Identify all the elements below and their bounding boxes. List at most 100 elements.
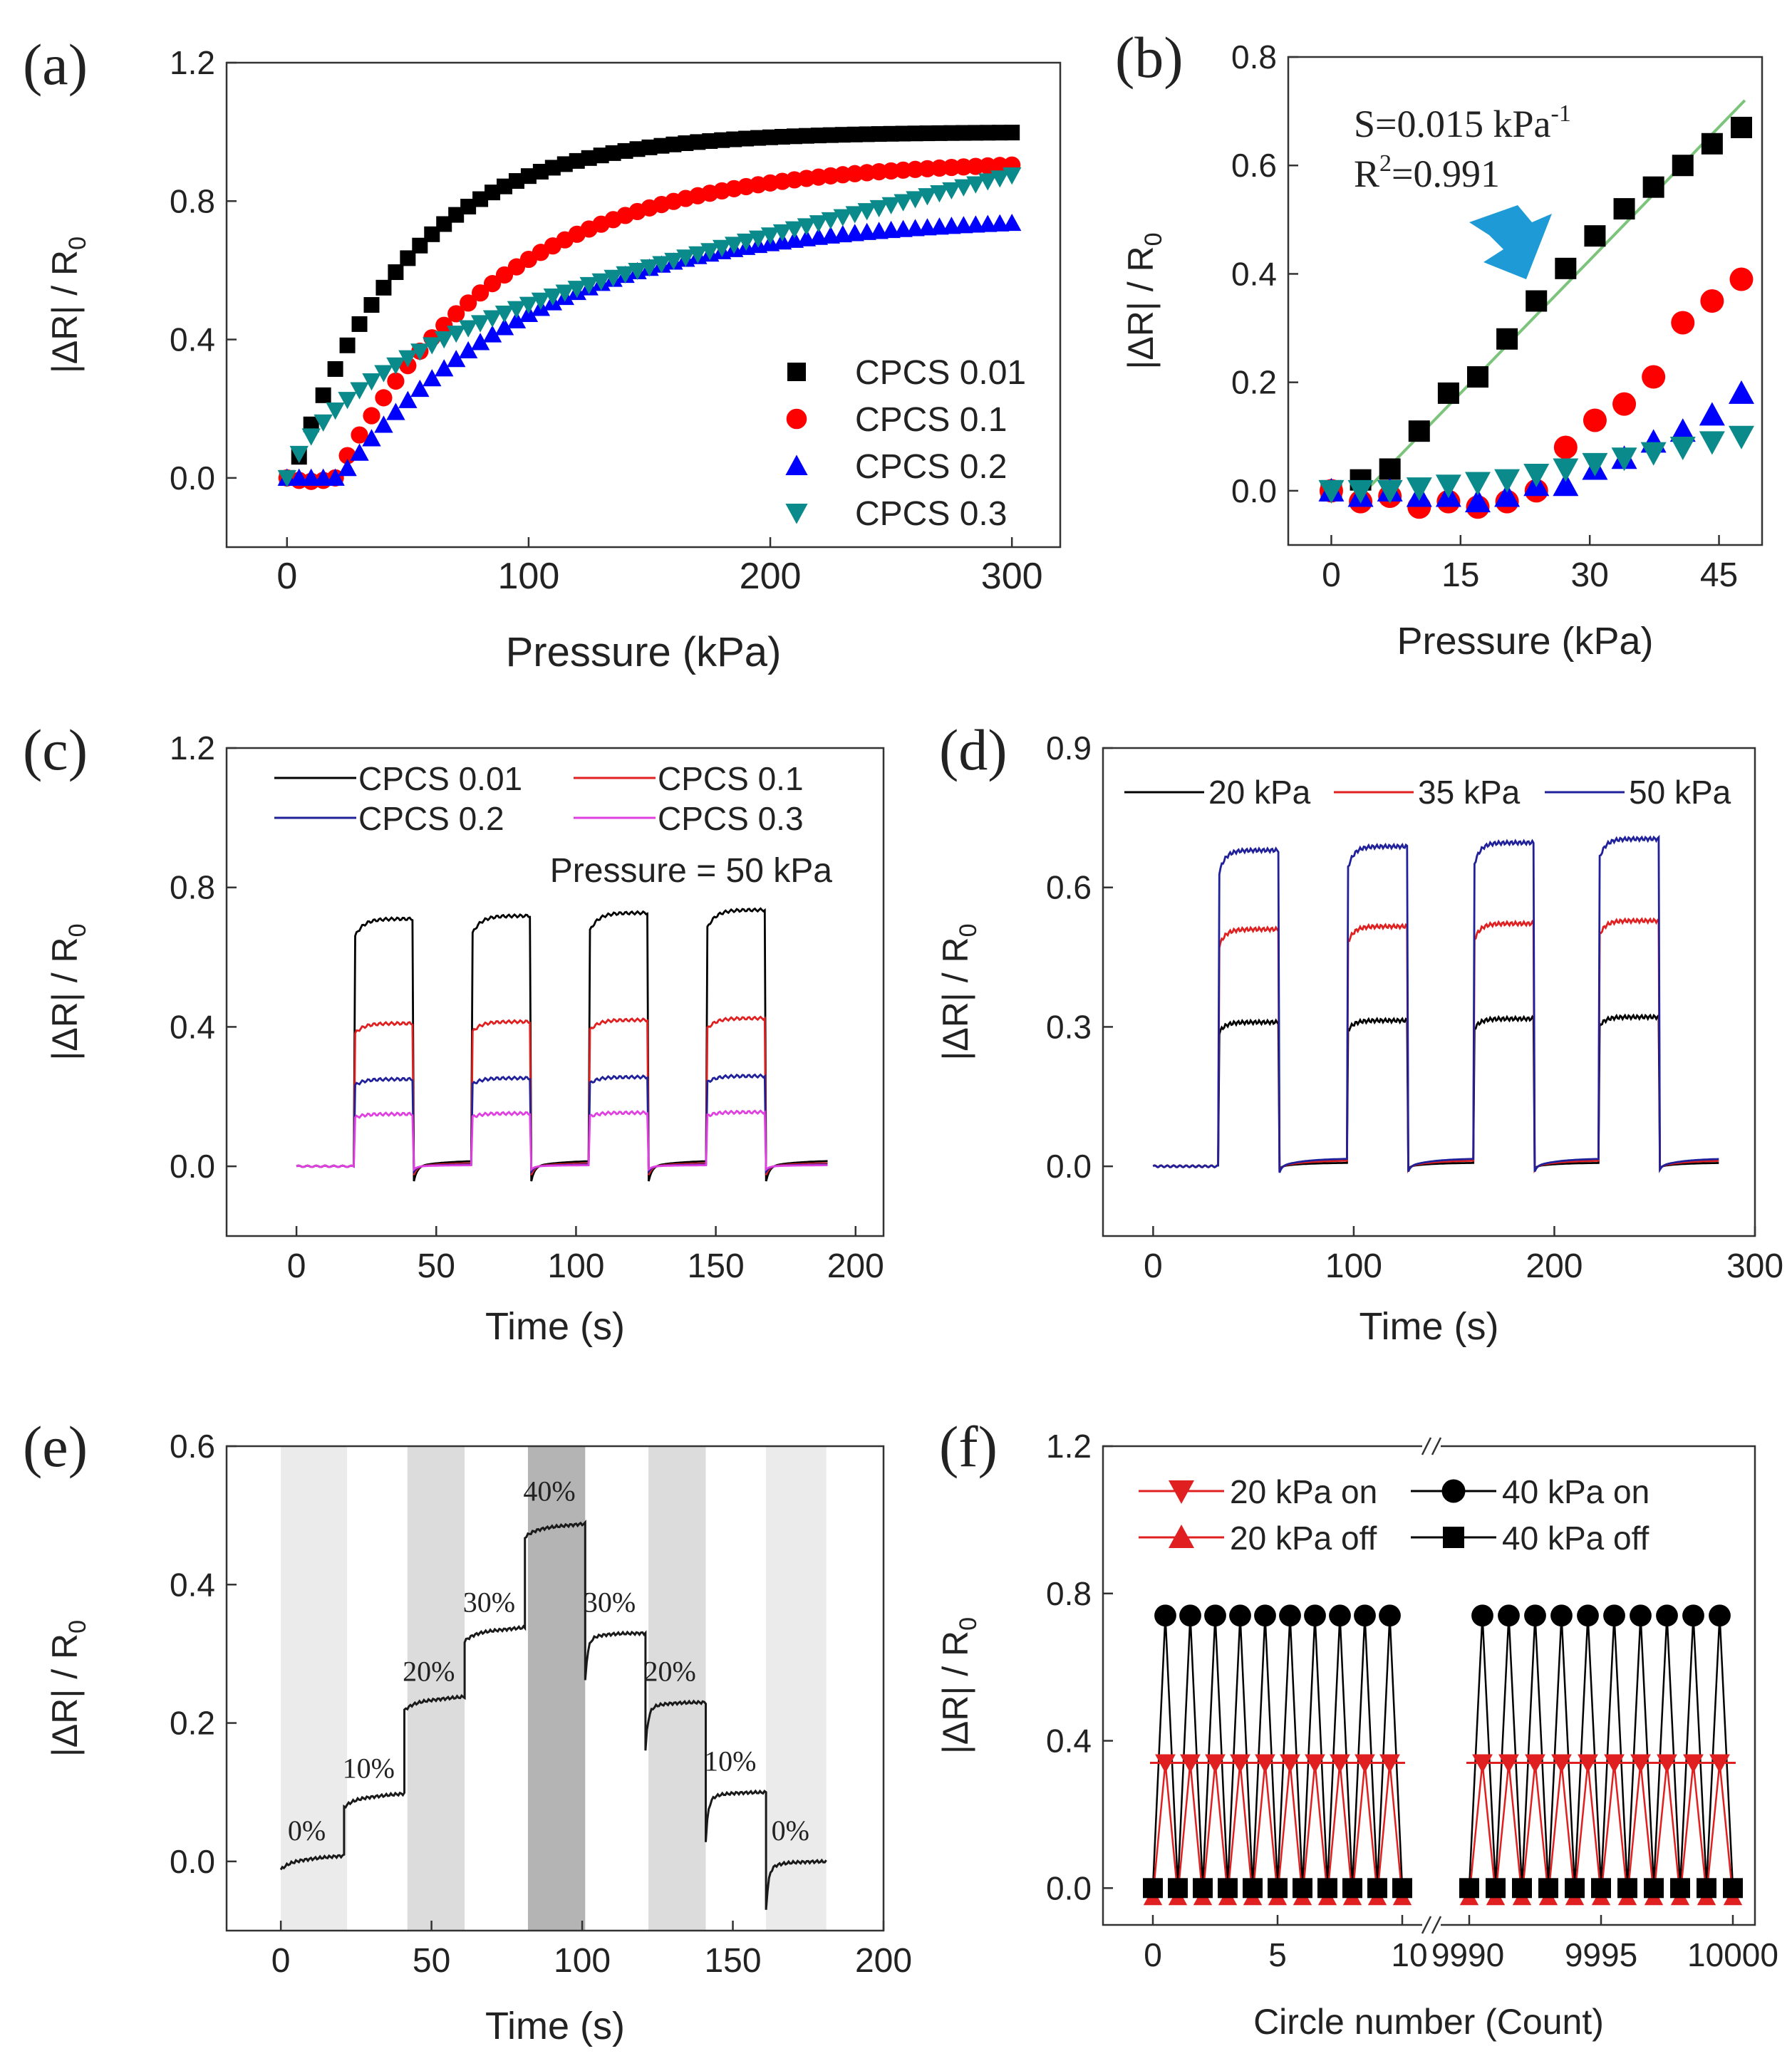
data-point xyxy=(1672,155,1694,177)
y-tick-label: 0.8 xyxy=(170,869,215,906)
data-point xyxy=(339,337,356,353)
data-point xyxy=(579,276,599,295)
data-point xyxy=(713,239,732,257)
data-point xyxy=(1642,365,1666,389)
step-label: 30% xyxy=(584,1586,636,1618)
data-point xyxy=(315,387,331,403)
series-line-20-kpa xyxy=(1152,1012,1719,1172)
data-point xyxy=(1408,420,1430,442)
panel-label: (a) xyxy=(23,32,88,97)
data-point xyxy=(1268,1878,1288,1899)
data-point xyxy=(979,157,997,175)
data-point xyxy=(1379,458,1401,480)
data-point xyxy=(772,224,792,242)
data-point xyxy=(881,197,901,214)
data-point xyxy=(494,305,514,323)
y-tick-label: 0.2 xyxy=(1231,364,1277,401)
data-point xyxy=(1193,1878,1213,1899)
legend-label: CPCS 0.2 xyxy=(855,448,1007,486)
legend-label: CPCS 0.2 xyxy=(358,800,504,837)
data-point xyxy=(990,170,1010,188)
data-point xyxy=(531,292,551,310)
data-point xyxy=(1229,1604,1251,1627)
r-squared-base: R xyxy=(1354,152,1379,195)
x-tick-label: 0 xyxy=(271,1942,291,1980)
data-point xyxy=(289,445,309,464)
data-point xyxy=(470,315,490,333)
y-tick-label: 0.6 xyxy=(1231,147,1277,184)
data-point xyxy=(519,296,539,314)
y-tick-label: 0.0 xyxy=(170,1843,215,1880)
legend: CPCS 0.01 CPCS 0.1 CPCS 0.2 CPCS 0.3 xyxy=(274,760,804,837)
sensitivity-value: S=0.015 kPa xyxy=(1354,103,1551,145)
data-point xyxy=(1494,469,1521,493)
data-point xyxy=(955,125,972,141)
data-point xyxy=(581,150,597,166)
plot-frame xyxy=(225,747,885,1237)
data-point xyxy=(400,250,416,266)
data-point xyxy=(942,182,961,200)
y-tick-label: 0.0 xyxy=(1046,1148,1092,1185)
data-point xyxy=(1204,1604,1226,1627)
data-point xyxy=(918,188,937,206)
series-line-cpcs-0.3 xyxy=(296,1109,828,1172)
x-tick-label: 15 xyxy=(1441,556,1479,594)
data-point xyxy=(1279,1604,1301,1627)
series-line-cpcs-0.01 xyxy=(296,907,828,1182)
data-point xyxy=(931,125,948,141)
data-point xyxy=(556,156,573,172)
y-axis-label-sub: 0 xyxy=(64,923,91,937)
data-point xyxy=(412,237,428,254)
data-point xyxy=(435,331,454,349)
data-point xyxy=(1577,1604,1599,1627)
data-point xyxy=(458,341,478,359)
data-point xyxy=(1377,479,1403,504)
data-point xyxy=(1697,1878,1716,1899)
data-point xyxy=(1553,472,1579,497)
data-point xyxy=(676,249,695,267)
plot-frame xyxy=(1102,747,1756,1237)
data-point xyxy=(1004,125,1020,141)
y-tick-label: 0.4 xyxy=(1231,255,1277,292)
data-point xyxy=(1701,133,1723,155)
data-point xyxy=(555,284,574,302)
data-point xyxy=(821,212,841,230)
data-point xyxy=(1565,1878,1585,1899)
data-point xyxy=(738,130,755,147)
data-point xyxy=(1699,431,1725,455)
data-point xyxy=(690,134,706,150)
x-tick-label: 5 xyxy=(1268,1936,1287,1973)
legend-label: CPCS 0.01 xyxy=(358,760,522,797)
x-tick-label: 100 xyxy=(498,556,560,597)
data-point xyxy=(1682,1604,1704,1627)
data-point xyxy=(894,194,913,212)
y-axis-label-sub: 0 xyxy=(64,237,91,250)
data-point xyxy=(435,316,453,334)
data-point xyxy=(567,281,586,298)
data-point xyxy=(616,266,635,284)
legend-label: CPCS 0.01 xyxy=(855,354,1026,392)
data-point xyxy=(497,178,512,194)
data-point xyxy=(508,173,524,189)
data-point xyxy=(1709,1604,1731,1627)
data-point xyxy=(398,350,418,368)
data-point xyxy=(1555,257,1577,279)
data-point xyxy=(1669,418,1696,442)
data-point xyxy=(485,185,501,201)
data-point xyxy=(1465,472,1491,496)
series-cpcs-0.3 xyxy=(277,167,1022,488)
panel-label: (e) xyxy=(23,1414,88,1479)
series-cpcs-0.01 xyxy=(1320,116,1752,502)
data-point xyxy=(798,128,814,144)
x-tick-label: 50 xyxy=(418,1247,455,1285)
series-line-cpcs-0.2 xyxy=(296,1073,828,1175)
x-axis-label: Time (s) xyxy=(485,2005,625,2047)
x-tick-label: 10 xyxy=(1391,1936,1427,1973)
r-squared-value: =0.991 xyxy=(1392,152,1500,195)
y-axis-label-main: |ΔR| / R xyxy=(45,1634,85,1757)
data-point xyxy=(448,207,465,223)
data-point xyxy=(458,320,478,338)
data-point xyxy=(1168,1878,1188,1899)
data-point xyxy=(569,152,585,169)
shaded-band xyxy=(281,1446,348,1931)
